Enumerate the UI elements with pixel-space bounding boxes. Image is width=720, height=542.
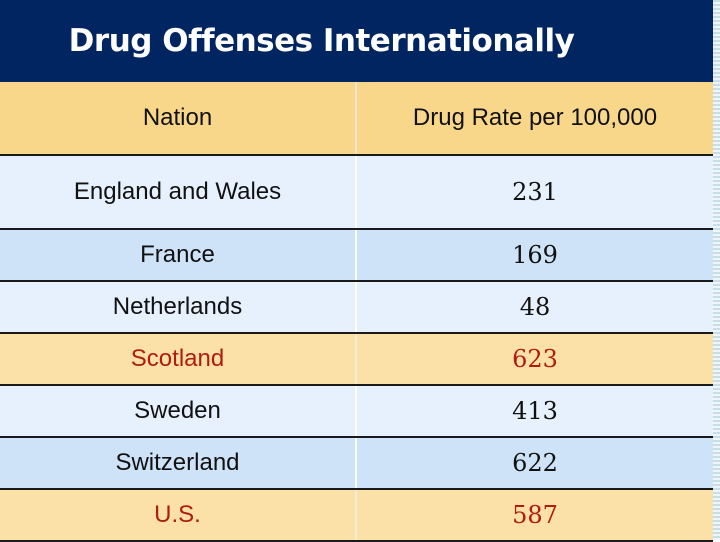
- slide-title: Drug Offenses Internationally: [68, 23, 575, 59]
- rate-cell: 587: [356, 489, 713, 542]
- nation-cell: England and Wales: [0, 155, 357, 230]
- rate-cell: 413: [356, 385, 713, 438]
- rate-cell: 231: [356, 155, 713, 230]
- nation-cell: U.S.: [0, 489, 357, 542]
- nation-cell: Sweden: [0, 385, 357, 438]
- header-drug-rate: Drug Rate per 100,000: [356, 82, 713, 156]
- nation-cell: Netherlands: [0, 281, 357, 334]
- rate-cell: 622: [356, 437, 713, 490]
- table-header-row: Nation Drug Rate per 100,000: [0, 82, 713, 156]
- table-row-highlighted: U.S. 587: [0, 489, 713, 542]
- rate-cell: 169: [356, 229, 713, 282]
- table-row: France 169: [0, 229, 713, 282]
- table-row: Sweden 413: [0, 385, 713, 438]
- rate-cell: 48: [356, 281, 713, 334]
- drug-offenses-table: Nation Drug Rate per 100,000 England and…: [0, 82, 713, 542]
- table-row: Netherlands 48: [0, 281, 713, 334]
- table-row: Switzerland 622: [0, 437, 713, 490]
- nation-cell: Scotland: [0, 333, 357, 386]
- right-edge-border: [713, 0, 720, 540]
- rate-cell: 623: [356, 333, 713, 386]
- nation-cell: France: [0, 229, 357, 282]
- header-nation: Nation: [0, 82, 357, 156]
- table-row: England and Wales 231: [0, 155, 713, 230]
- title-bar: Drug Offenses Internationally: [0, 0, 713, 82]
- nation-cell: Switzerland: [0, 437, 357, 490]
- table-row-highlighted: Scotland 623: [0, 333, 713, 386]
